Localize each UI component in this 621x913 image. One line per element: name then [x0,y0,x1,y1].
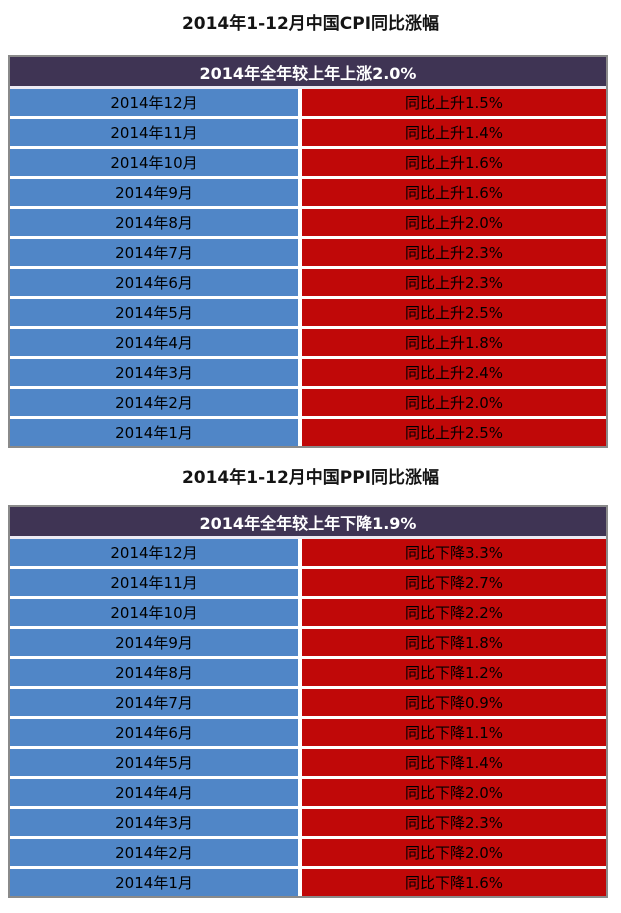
month-cell: 2014年5月 [10,749,298,776]
table-row: 2014年9月 同比上升1.6% [10,179,606,206]
month-cell: 2014年1月 [10,419,298,446]
month-cell: 2014年9月 [10,179,298,206]
value-cell: 同比下降2.3% [302,809,606,836]
table-row: 2014年2月 同比下降2.0% [10,839,606,866]
cpi-section-title: 2014年1-12月中国CPI同比涨幅 [181,14,440,34]
value-cell: 同比上升2.0% [302,209,606,236]
month-cell: 2014年3月 [10,359,298,386]
table-row: 2014年5月 同比上升2.5% [10,299,606,326]
value-cell: 同比下降1.4% [302,749,606,776]
table-row: 2014年10月 同比下降2.2% [10,599,606,626]
month-cell: 2014年12月 [10,89,298,116]
value-cell: 同比下降2.7% [302,569,606,596]
value-cell: 同比上升2.3% [302,269,606,296]
month-cell: 2014年7月 [10,689,298,716]
value-cell: 同比下降1.6% [302,869,606,896]
value-cell: 同比下降1.1% [302,719,606,746]
value-cell: 同比上升1.5% [302,89,606,116]
table-row: 2014年7月 同比下降0.9% [10,689,606,716]
month-cell: 2014年8月 [10,209,298,236]
table-row: 2014年6月 同比下降1.1% [10,719,606,746]
table-row: 2014年1月 同比上升2.5% [10,419,606,446]
table-row: 2014年10月 同比上升1.6% [10,149,606,176]
value-cell: 同比下降1.2% [302,659,606,686]
table-row: 2014年5月 同比下降1.4% [10,749,606,776]
header-divider [10,86,606,89]
table-row: 2014年4月 同比上升1.8% [10,329,606,356]
month-cell: 2014年4月 [10,329,298,356]
month-cell: 2014年6月 [10,719,298,746]
month-cell: 2014年12月 [10,539,298,566]
value-cell: 同比上升2.3% [302,239,606,266]
value-cell: 同比上升1.4% [302,119,606,146]
table-row: 2014年8月 同比下降1.2% [10,659,606,686]
month-cell: 2014年9月 [10,629,298,656]
table-row: 2014年11月 同比上升1.4% [10,119,606,146]
table-row: 2014年6月 同比上升2.3% [10,269,606,296]
month-cell: 2014年11月 [10,119,298,146]
month-cell: 2014年5月 [10,299,298,326]
cpi-table: 2014年全年较上年上涨2.0% 2014年12月 同比上升1.5% 2014年… [8,55,608,448]
month-cell: 2014年7月 [10,239,298,266]
month-cell: 2014年10月 [10,149,298,176]
month-cell: 2014年3月 [10,809,298,836]
table-row: 2014年2月 同比上升2.0% [10,389,606,416]
month-cell: 2014年1月 [10,869,298,896]
month-cell: 2014年8月 [10,659,298,686]
month-cell: 2014年4月 [10,779,298,806]
value-cell: 同比上升2.4% [302,359,606,386]
month-cell: 2014年6月 [10,269,298,296]
table-row: 2014年3月 同比上升2.4% [10,359,606,386]
value-cell: 同比下降3.3% [302,539,606,566]
month-cell: 2014年10月 [10,599,298,626]
ppi-table-header: 2014年全年较上年下降1.9% [10,507,606,536]
value-cell: 同比下降0.9% [302,689,606,716]
table-row: 2014年4月 同比下降2.0% [10,779,606,806]
ppi-table: 2014年全年较上年下降1.9% 2014年12月 同比下降3.3% 2014年… [8,505,608,898]
value-cell: 同比上升1.8% [302,329,606,356]
month-cell: 2014年2月 [10,389,298,416]
table-row: 2014年3月 同比下降2.3% [10,809,606,836]
table-row: 2014年7月 同比上升2.3% [10,239,606,266]
table-row: 2014年1月 同比下降1.6% [10,869,606,896]
cpi-table-header: 2014年全年较上年上涨2.0% [10,57,606,86]
table-row: 2014年12月 同比下降3.3% [10,539,606,566]
value-cell: 同比下降2.0% [302,779,606,806]
value-cell: 同比上升1.6% [302,149,606,176]
ppi-section-title: 2014年1-12月中国PPI同比涨幅 [181,468,440,488]
month-cell: 2014年2月 [10,839,298,866]
value-cell: 同比下降2.0% [302,839,606,866]
value-cell: 同比下降2.2% [302,599,606,626]
value-cell: 同比上升2.5% [302,299,606,326]
value-cell: 同比上升2.0% [302,389,606,416]
table-row: 2014年11月 同比下降2.7% [10,569,606,596]
table-row: 2014年9月 同比下降1.8% [10,629,606,656]
value-cell: 同比下降1.8% [302,629,606,656]
value-cell: 同比上升2.5% [302,419,606,446]
table-row: 2014年8月 同比上升2.0% [10,209,606,236]
header-divider [10,536,606,539]
value-cell: 同比上升1.6% [302,179,606,206]
month-cell: 2014年11月 [10,569,298,596]
table-row: 2014年12月 同比上升1.5% [10,89,606,116]
